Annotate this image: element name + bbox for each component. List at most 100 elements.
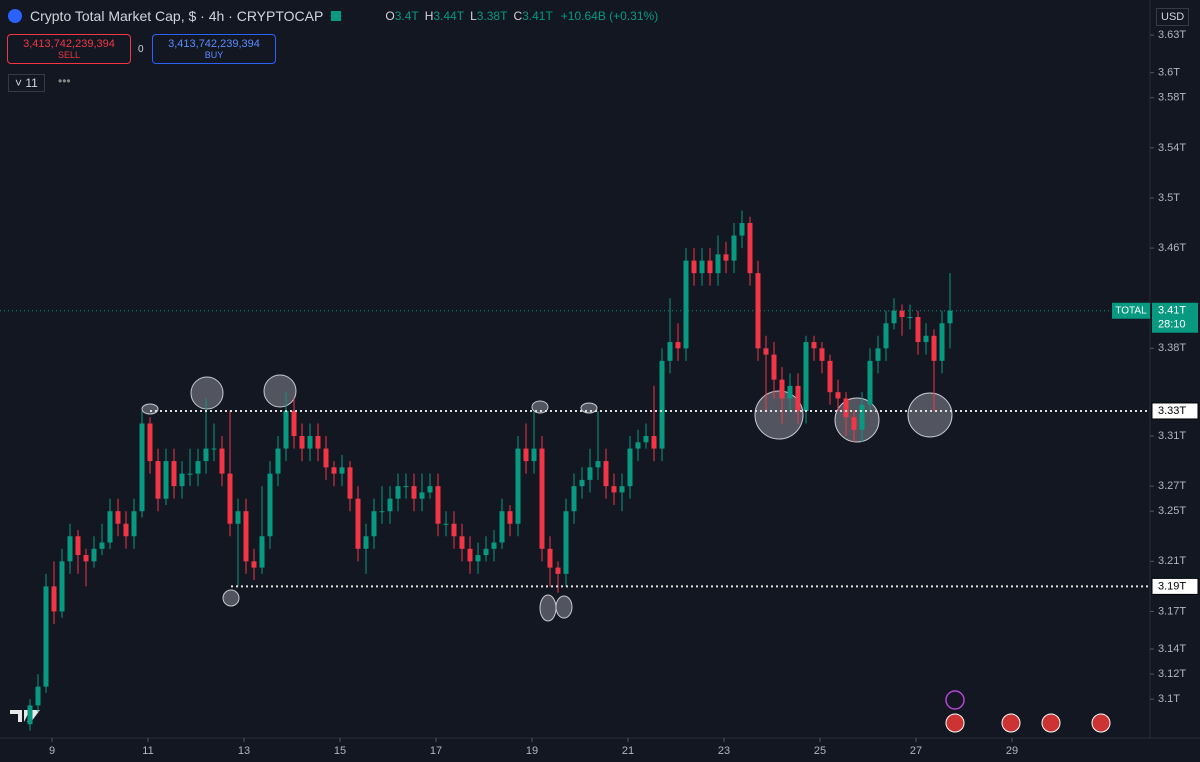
candle-body bbox=[715, 254, 721, 274]
candle-body bbox=[123, 523, 129, 537]
candle-body bbox=[43, 586, 49, 687]
candle-body bbox=[315, 436, 321, 449]
ohlc-item: C3.41T bbox=[513, 9, 552, 23]
x-tick-label: 25 bbox=[814, 745, 826, 757]
ohlc: O3.4T H3.44T L3.38T C3.41T bbox=[385, 9, 552, 23]
candle-body bbox=[27, 705, 33, 725]
event-icon[interactable] bbox=[945, 690, 965, 710]
candle-body bbox=[731, 235, 737, 261]
candle-body bbox=[643, 436, 649, 443]
buy-button[interactable]: 3,413,742,239,394 BUY bbox=[152, 34, 276, 64]
ohlc-key: H bbox=[424, 9, 434, 23]
buy-label: BUY bbox=[204, 50, 224, 60]
event-icon[interactable] bbox=[945, 713, 965, 733]
candle-body bbox=[59, 561, 65, 612]
candle-body bbox=[259, 536, 265, 568]
ohlc-value: 3.41T bbox=[522, 9, 553, 23]
candle-body bbox=[411, 486, 417, 499]
candle-body bbox=[67, 536, 73, 562]
candle-body bbox=[427, 486, 433, 493]
candle-body bbox=[923, 335, 929, 343]
candle-body bbox=[475, 555, 481, 562]
candle-body bbox=[35, 686, 41, 706]
level-tag bbox=[1151, 402, 1199, 420]
x-tick-label: 27 bbox=[910, 745, 922, 757]
candle-body bbox=[867, 360, 873, 405]
candle-body bbox=[99, 542, 105, 549]
sell-label: SELL bbox=[57, 50, 81, 60]
candle-body bbox=[323, 448, 329, 468]
symbol-icon bbox=[8, 9, 22, 23]
candle-body bbox=[275, 448, 281, 474]
candle-body bbox=[227, 473, 233, 524]
y-tick-label: 3.25T bbox=[1158, 505, 1186, 517]
price-axis-bg bbox=[1150, 0, 1200, 762]
candle-body bbox=[883, 323, 889, 349]
x-tick-label: 29 bbox=[1006, 745, 1018, 757]
candle-body bbox=[291, 410, 297, 437]
candle-body bbox=[939, 323, 945, 361]
candle-body bbox=[163, 461, 169, 499]
candle-body bbox=[851, 417, 857, 430]
y-tick-label: 3.5T bbox=[1158, 192, 1180, 204]
candle-body bbox=[299, 436, 305, 449]
annotation-circle bbox=[539, 594, 557, 622]
candle-body bbox=[171, 461, 177, 487]
sell-button[interactable]: 3,413,742,239,394 SELL bbox=[7, 34, 131, 64]
candle-body bbox=[827, 360, 833, 393]
candle-body bbox=[467, 548, 473, 562]
title[interactable]: Crypto Total Market Cap, $ · 4h · CRYPTO… bbox=[30, 8, 324, 24]
candle-body bbox=[691, 260, 697, 274]
candle-body bbox=[571, 486, 577, 512]
candle-body bbox=[931, 335, 937, 361]
ohlc-item: H3.44T bbox=[425, 9, 464, 23]
y-tick-label: 3.31T bbox=[1158, 430, 1186, 442]
candle-body bbox=[403, 486, 409, 488]
y-tick-label: 3.17T bbox=[1158, 605, 1186, 617]
candle-body bbox=[187, 473, 193, 475]
candle-body bbox=[147, 423, 153, 462]
candle-body bbox=[611, 486, 617, 493]
candle-body bbox=[131, 511, 137, 537]
y-tick-label: 3.14T bbox=[1158, 643, 1186, 655]
candle-body bbox=[83, 555, 89, 562]
x-tick-label: 23 bbox=[718, 745, 730, 757]
price-tag bbox=[1152, 302, 1198, 333]
event-icon[interactable] bbox=[1041, 713, 1061, 733]
ohlc-value: 3.44T bbox=[433, 9, 465, 23]
candle-body bbox=[347, 467, 353, 499]
candle-body bbox=[443, 523, 449, 525]
candle-body bbox=[419, 492, 425, 499]
candle-body bbox=[859, 404, 865, 430]
sell-price: 3,413,742,239,394 bbox=[23, 38, 115, 50]
currency-select[interactable]: USD bbox=[1156, 8, 1190, 26]
more-button[interactable]: ••• bbox=[58, 74, 71, 88]
candle-body bbox=[531, 448, 537, 462]
candle-body bbox=[235, 511, 241, 524]
annotation-circle bbox=[754, 390, 804, 440]
y-tick-label: 3.38T bbox=[1158, 342, 1186, 354]
candle-body bbox=[395, 486, 401, 499]
candle-body bbox=[251, 561, 257, 568]
candle-body bbox=[843, 398, 849, 418]
candle-body bbox=[491, 542, 497, 549]
candle-body bbox=[107, 511, 113, 543]
ohlc-key: O bbox=[385, 9, 395, 23]
candle-body bbox=[907, 317, 913, 319]
candle-body bbox=[795, 385, 801, 411]
header: Crypto Total Market Cap, $ · 4h · CRYPTO… bbox=[8, 8, 658, 24]
candle-body bbox=[699, 260, 705, 274]
candle-body bbox=[91, 548, 97, 562]
event-icon[interactable] bbox=[1091, 713, 1111, 733]
y-tick-label: 3.6T bbox=[1158, 67, 1180, 79]
event-icon[interactable] bbox=[1001, 713, 1021, 733]
y-tick-label: 3.54T bbox=[1158, 142, 1186, 154]
candle-body bbox=[195, 461, 201, 474]
candle-body bbox=[563, 511, 569, 574]
candle-body bbox=[619, 486, 625, 493]
annotation-circle bbox=[555, 595, 573, 619]
x-tick-label: 15 bbox=[334, 745, 346, 757]
x-tick-label: 13 bbox=[238, 745, 250, 757]
indicators-toggle[interactable]: ˅ 11 bbox=[8, 74, 45, 92]
spread: 0 bbox=[138, 44, 144, 55]
